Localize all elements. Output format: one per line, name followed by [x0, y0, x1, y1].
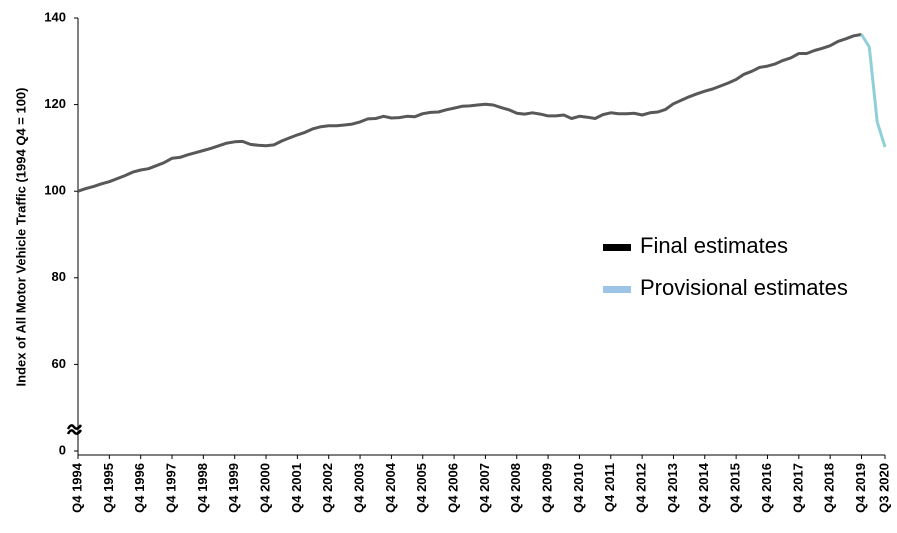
x-tick-label: Q3 2020 — [876, 463, 891, 513]
x-tick-label: Q4 2012 — [634, 463, 649, 513]
x-tick-label: Q4 2008 — [508, 463, 523, 513]
x-tick-label: Q4 1999 — [226, 463, 241, 513]
x-tick-label: Q4 1996 — [132, 463, 147, 513]
x-tick-label: Q4 1998 — [195, 463, 210, 513]
x-tick-label: Q4 2006 — [446, 463, 461, 513]
x-tick-label: Q4 2018 — [822, 463, 837, 513]
x-tick-label: Q4 2003 — [351, 463, 366, 513]
x-tick-label: Q4 2004 — [383, 462, 398, 513]
legend-label: Final estimates — [640, 233, 788, 258]
axis-break — [66, 429, 83, 435]
x-tick-label: Q4 1995 — [101, 463, 116, 513]
x-tick-label: Q4 2009 — [540, 463, 555, 513]
y-tick-label: 0 — [59, 442, 66, 457]
legend-swatch — [603, 244, 631, 251]
legend-label: Provisional estimates — [640, 275, 848, 300]
x-tick-label: Q4 2000 — [257, 463, 272, 513]
axis-break — [66, 424, 83, 430]
x-tick-label: Q4 1997 — [163, 463, 178, 513]
line-series — [860, 33, 887, 148]
legend-swatch — [603, 286, 631, 293]
y-axis-label: Index of All Motor Vehicle Traffic (1994… — [13, 88, 28, 387]
x-tick-label: Q4 2013 — [665, 463, 680, 513]
y-tick-label: 60 — [52, 356, 66, 371]
y-tick-label: 140 — [44, 9, 66, 24]
y-tick-label: 80 — [52, 269, 66, 284]
x-tick-label: Q4 2015 — [728, 463, 743, 513]
y-tick-label: 120 — [44, 96, 66, 111]
x-tick-label: Q4 2010 — [571, 463, 586, 513]
y-tick-label: 100 — [44, 183, 66, 198]
x-tick-label: Q4 2011 — [602, 463, 617, 512]
x-tick-label: Q4 2002 — [320, 463, 335, 513]
x-tick-label: Q4 2019 — [853, 463, 868, 513]
x-tick-label: Q4 2016 — [759, 463, 774, 513]
x-tick-label: Q4 2017 — [790, 463, 805, 513]
x-tick-label: Q4 2007 — [477, 463, 492, 513]
x-tick-label: Q4 1994 — [69, 462, 84, 513]
x-tick-label: Q4 2014 — [696, 462, 711, 513]
x-tick-label: Q4 2001 — [289, 463, 304, 513]
x-tick-label: Q4 2005 — [414, 463, 429, 513]
line-series — [77, 33, 862, 193]
